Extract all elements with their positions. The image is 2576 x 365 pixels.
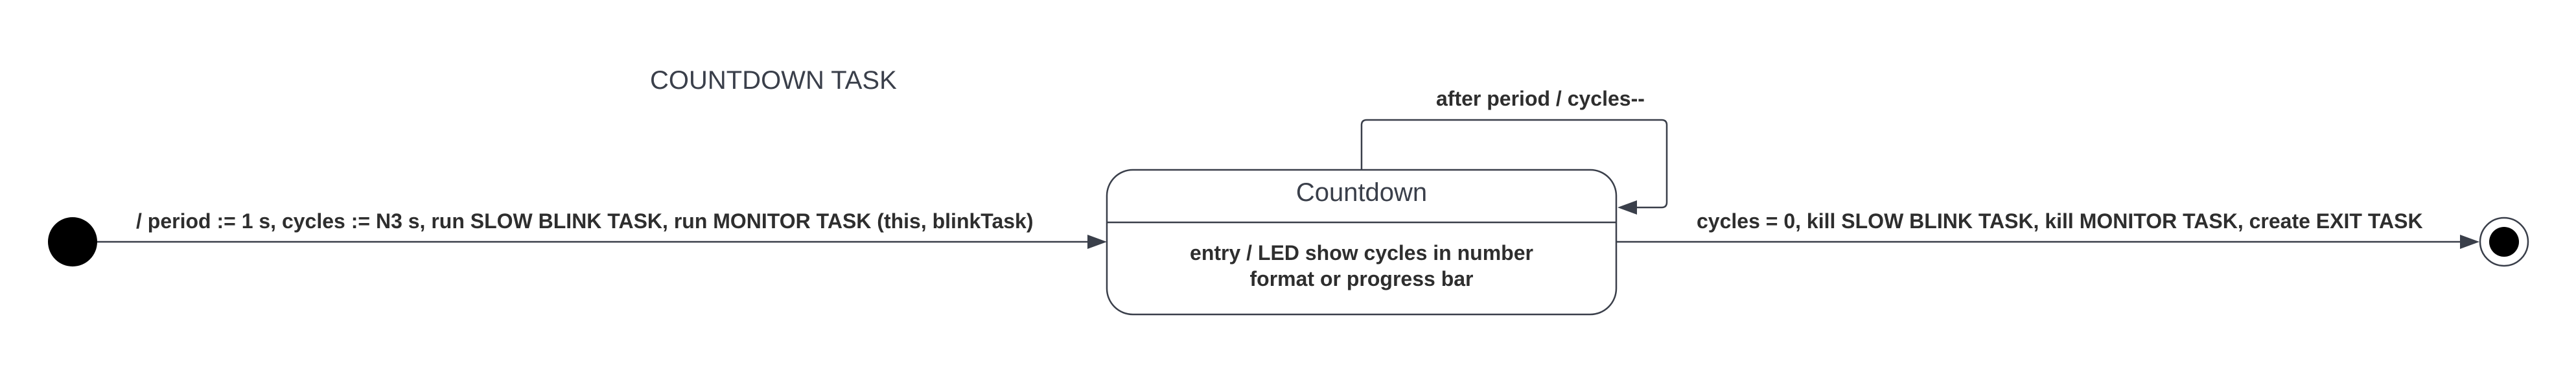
self-loop-line [1360,119,1668,209]
final-state-node [2479,217,2529,267]
countdown-entry-line-2: format or progress bar [1250,267,1474,290]
final-transition [1616,235,2479,249]
final-state-inner-dot [2489,227,2519,257]
countdown-state-name: Countdown [1296,178,1427,207]
final-transition-arrowhead [2460,235,2479,249]
countdown-entry-line-1: entry / LED show cycles in number [1190,241,1533,265]
initial-transition [97,235,1107,249]
self-loop-label: after period / cycles-- [1436,87,1645,110]
diagram-title: COUNTDOWN TASK [650,66,897,95]
countdown-state: Countdown entry / LED show cycles in num… [1106,169,1618,316]
initial-transition-label: / period := 1 s, cycles := N3 s, run SLO… [136,209,1034,233]
final-transition-label: cycles = 0, kill SLOW BLINK TASK, kill M… [1697,209,2423,233]
self-loop-transition [1360,119,1668,215]
initial-state-node [48,217,97,266]
self-loop-arrowhead [1618,200,1637,215]
initial-transition-arrowhead [1087,235,1107,249]
